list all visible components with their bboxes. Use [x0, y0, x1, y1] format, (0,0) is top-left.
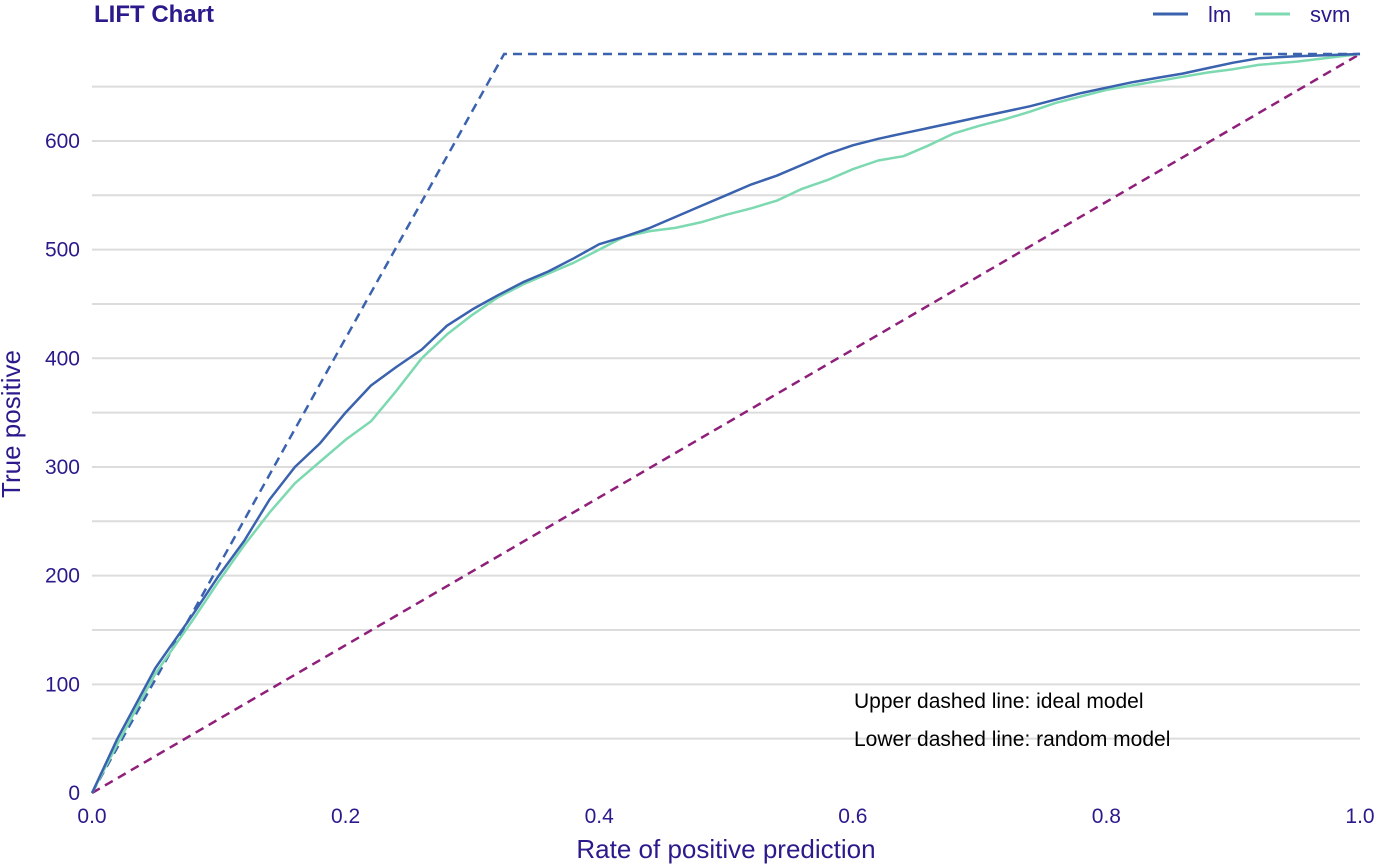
- reference-lines: [90, 52, 1361, 795]
- x-axis-label: Rate of positive prediction: [576, 834, 875, 864]
- y-axis-label: True positive: [0, 350, 26, 498]
- x-tick-label: 0.2: [331, 805, 360, 828]
- x-tick-label: 0.6: [838, 805, 867, 828]
- legend-label-svm: svm: [1310, 2, 1350, 27]
- x-tick-label: 1.0: [1345, 805, 1374, 828]
- series-line-lm: [90, 52, 1361, 794]
- annotation-ideal-model: Upper dashed line: ideal model: [854, 690, 1144, 713]
- series-lines: [90, 52, 1361, 794]
- y-tick-label: 500: [45, 239, 80, 262]
- ideal-model-line: [90, 52, 1360, 794]
- x-tick-label: 0.4: [585, 805, 615, 828]
- y-axis-ticks: 0 100 200 300 400 500 600: [45, 130, 80, 805]
- gridlines: [92, 85, 1360, 740]
- y-tick-label: 400: [45, 347, 80, 370]
- chart-title: LIFT Chart: [94, 1, 214, 28]
- series-line-svm: [90, 52, 1361, 794]
- y-tick-label: 100: [45, 673, 80, 696]
- y-tick-label: 0: [68, 782, 80, 805]
- x-tick-label: 0.8: [1092, 805, 1121, 828]
- y-tick-label: 600: [45, 130, 80, 153]
- random-model-line: [91, 52, 1361, 795]
- x-axis-ticks: 0.0 0.2 0.4 0.6 0.8 1.0: [77, 805, 1374, 828]
- annotation-random-model: Lower dashed line: random model: [854, 728, 1170, 751]
- legend-label-lm: lm: [1208, 2, 1231, 27]
- x-tick-label: 0.0: [77, 805, 106, 828]
- y-tick-label: 200: [45, 565, 80, 588]
- legend: lm svm: [1153, 2, 1350, 27]
- y-tick-label: 300: [45, 456, 80, 479]
